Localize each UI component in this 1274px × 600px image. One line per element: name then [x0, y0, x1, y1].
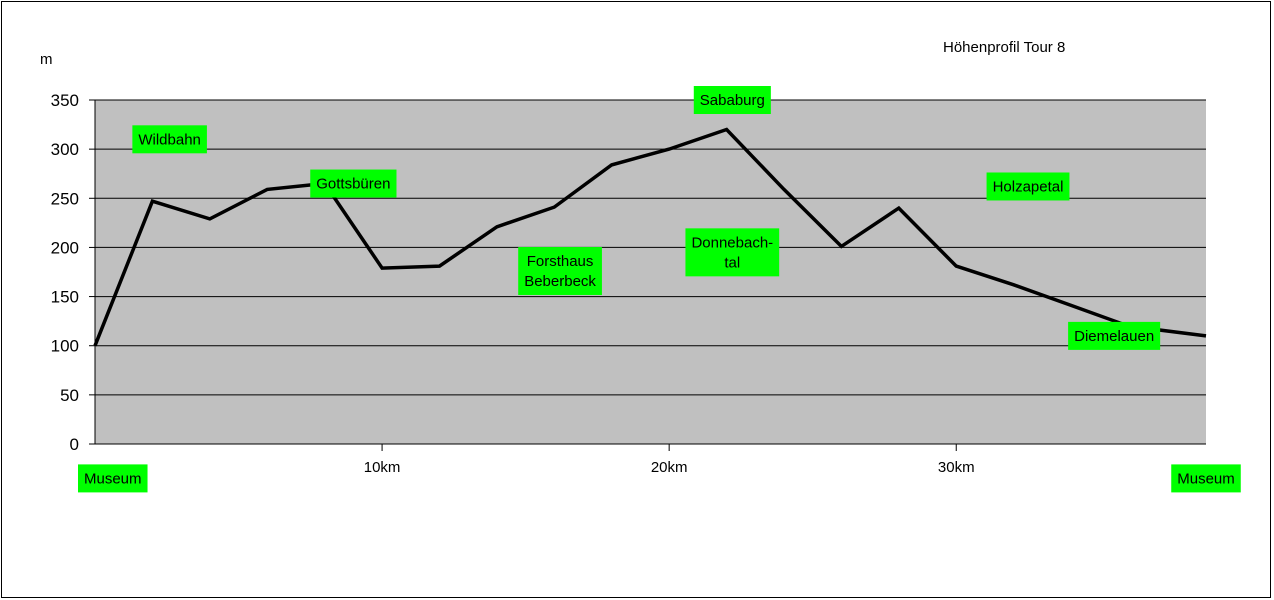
- place-label: Wildbahn: [132, 125, 207, 154]
- place-label-bg: [1171, 464, 1241, 493]
- place-labels: Museum Wildbahn Gottsbüren Forsthaus Beberbe…: [78, 86, 1241, 493]
- y-tick-labels: 0 50 100 150 200 250 300 350: [51, 91, 95, 454]
- place-label-text: Sababurg: [700, 92, 765, 109]
- place-label-bg: [132, 125, 207, 154]
- y-tick-label: 50: [60, 386, 79, 405]
- place-label-text: Donnebach-: [691, 234, 773, 251]
- y-tick-label: 250: [51, 189, 79, 208]
- y-tick-label: 0: [70, 435, 79, 454]
- place-label-bg: [78, 464, 148, 493]
- plot-area: [95, 100, 1206, 444]
- place-label-text: Wildbahn: [138, 131, 201, 148]
- y-tick-label: 300: [51, 140, 79, 159]
- place-label: Museum: [1171, 464, 1241, 493]
- x-tick-label: 10km: [364, 459, 401, 476]
- x-tick-labels: 10km 20km 30km: [364, 444, 975, 476]
- axes: [94, 100, 1206, 445]
- y-tick-label: 350: [51, 91, 79, 110]
- place-label: Museum: [78, 464, 148, 493]
- place-label-text: Beberbeck: [524, 273, 596, 290]
- place-label: Donnebach-tal: [685, 228, 780, 277]
- place-label: Diemelauen: [1068, 321, 1161, 350]
- y-tick-label: 200: [51, 238, 79, 257]
- place-label-bg: [310, 169, 397, 198]
- place-label-text: Museum: [1177, 470, 1235, 487]
- place-label-text: Diemelauen: [1074, 328, 1154, 345]
- place-label-text: Museum: [84, 470, 142, 487]
- place-label-text: Holzapetal: [993, 178, 1064, 195]
- place-label: Sababurg: [693, 86, 771, 114]
- x-tick-label: 30km: [938, 459, 975, 476]
- place-label: Forsthaus Beberbeck: [518, 247, 602, 296]
- place-label-bg: [986, 172, 1070, 201]
- place-label-text: tal: [724, 254, 740, 271]
- place-label-bg: [693, 86, 771, 114]
- y-tick-label: 100: [51, 337, 79, 356]
- place-label-bg: [1068, 321, 1161, 350]
- place-label-text: Gottsbüren: [316, 176, 390, 193]
- y-axis-label: m: [40, 51, 53, 68]
- place-label: Gottsbüren: [310, 169, 397, 198]
- place-label: Holzapetal: [986, 172, 1070, 201]
- place-label-text: Forsthaus: [527, 253, 594, 270]
- chart-title: Höhenprofil Tour 8: [943, 39, 1065, 56]
- y-tick-label: 150: [51, 288, 79, 307]
- elevation-line: [93, 127, 1207, 347]
- place-label-bg: [518, 247, 602, 296]
- place-label-bg: [685, 228, 780, 277]
- x-tick-label: 20km: [651, 459, 688, 476]
